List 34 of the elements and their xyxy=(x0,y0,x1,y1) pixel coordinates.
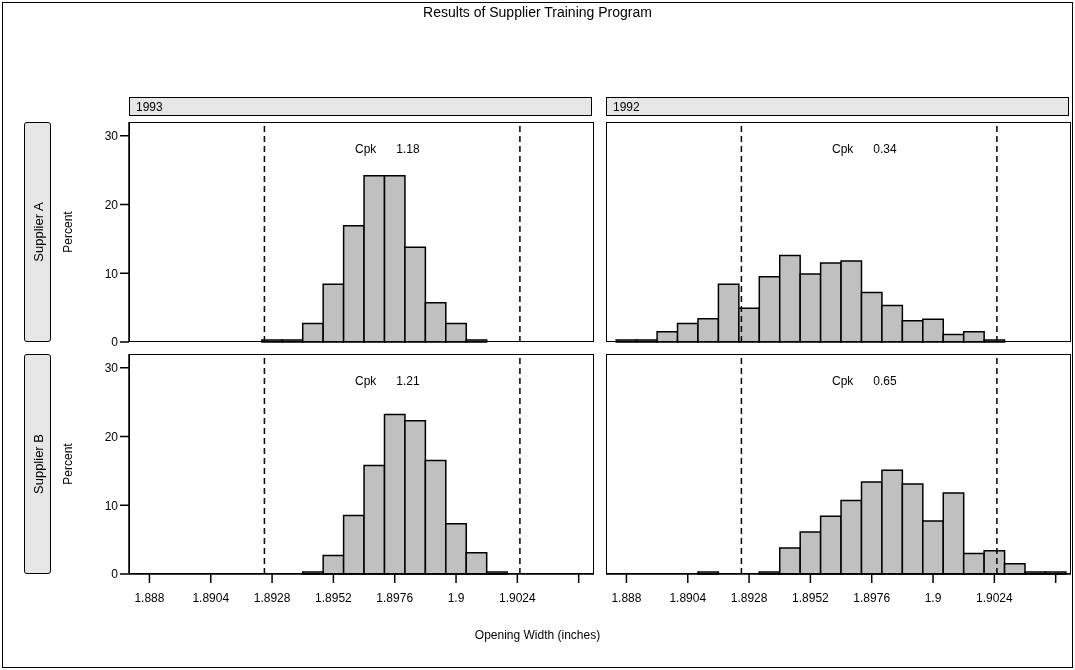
y-tick-label: 30 xyxy=(104,129,119,144)
y-tick-label: 0 xyxy=(111,567,119,582)
text: Supplier A xyxy=(30,202,45,262)
chart-subtitle: 1993 xyxy=(129,97,592,116)
x-axis-title: Opening Width (inches) xyxy=(473,628,602,642)
y-tick-label: 0 xyxy=(111,335,119,350)
x-tick-label: 1.8952 xyxy=(315,590,353,605)
x-tick-label: 1.9024 xyxy=(499,590,537,605)
x-tick-label: 1.9024 xyxy=(976,590,1014,605)
y-axis-title: Percent xyxy=(61,443,75,485)
x-tick-label: 1.8952 xyxy=(792,590,830,605)
x-tick-label: 1.8904 xyxy=(192,590,230,605)
x-tick-label: 1.888 xyxy=(134,590,165,605)
y-axis-title: Percent xyxy=(61,211,75,253)
x-tick-label: 1.8976 xyxy=(853,590,891,605)
x-tick-label: 1.8904 xyxy=(669,590,707,605)
x-tick-label: 1.9 xyxy=(924,590,942,605)
text: Supplier B xyxy=(30,434,45,494)
chart-subtitle: 1992 xyxy=(606,97,1069,116)
chart-title: Results of Supplier Training Program xyxy=(422,4,653,20)
x-tick-label: 1.9 xyxy=(447,590,465,605)
text: Cpk 1.21 xyxy=(355,374,420,388)
text: Cpk 0.34 xyxy=(832,142,897,156)
text: Cpk 1.18 xyxy=(355,142,420,156)
x-tick-label: 1.8928 xyxy=(253,590,291,605)
y-tick-label: 10 xyxy=(104,498,119,513)
y-tick-label: 20 xyxy=(104,197,119,212)
y-tick-label: 30 xyxy=(104,361,119,376)
x-tick-label: 1.8928 xyxy=(730,590,768,605)
text: Cpk 0.65 xyxy=(832,374,897,388)
y-tick-label: 10 xyxy=(104,266,119,281)
y-tick-label: 20 xyxy=(104,429,119,444)
x-tick-label: 1.888 xyxy=(611,590,642,605)
x-tick-label: 1.8976 xyxy=(376,590,414,605)
